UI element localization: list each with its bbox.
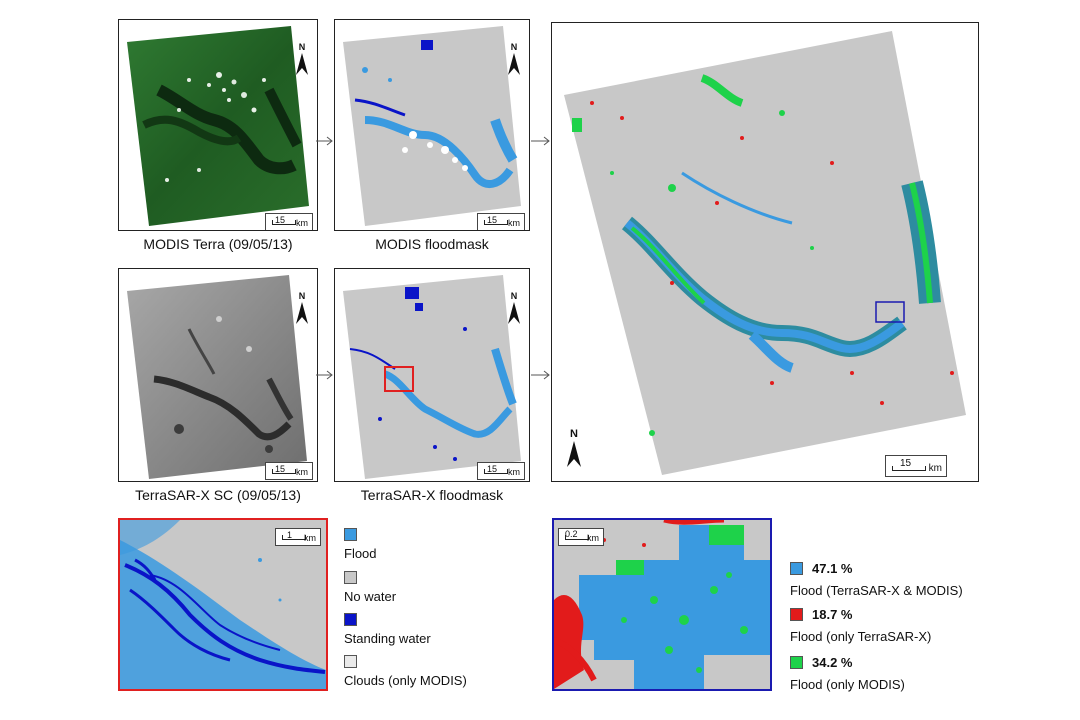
legend-swatch xyxy=(344,571,357,584)
north-arrow: N xyxy=(503,291,525,324)
scale-bar: 15 km xyxy=(477,462,525,480)
scale-bar: 0.2 km xyxy=(558,528,604,546)
scale-bar-line xyxy=(272,469,296,474)
arrow-right-icon xyxy=(531,370,550,380)
scale-bar-line xyxy=(892,466,926,471)
scale-bar-line xyxy=(484,220,508,225)
zoom-inset-red-map xyxy=(120,520,326,689)
zoom-inset-blue-map xyxy=(554,520,770,689)
scale-bar: 15 km xyxy=(477,213,525,230)
caption-modis-floodmask: MODIS floodmask xyxy=(375,236,489,252)
north-arrow-icon xyxy=(508,53,520,75)
north-arrow: N xyxy=(291,42,313,75)
zoom-highlight-red xyxy=(384,366,414,392)
north-arrow-icon xyxy=(508,302,520,324)
legend-swatch xyxy=(344,528,357,541)
caption-modis-terra: MODIS Terra (09/05/13) xyxy=(143,236,293,252)
scale-bar-line xyxy=(565,535,589,540)
arrow-right-icon xyxy=(531,136,550,146)
legend-swatch xyxy=(344,613,357,626)
modis-floodmask-panel: N 15 km xyxy=(334,19,530,231)
scale-bar: 1 km xyxy=(275,528,321,546)
legend-swatch xyxy=(790,656,803,669)
tsx-sc-image xyxy=(127,275,307,479)
arrow-right-icon xyxy=(316,370,333,380)
north-arrow-icon xyxy=(567,441,581,467)
scale-bar-line xyxy=(272,220,296,225)
modis-terra-image xyxy=(127,26,309,226)
scale-bar: 15 km xyxy=(885,455,947,477)
tsx-sc-panel: N 15 km xyxy=(118,268,318,482)
scale-bar-line xyxy=(282,535,306,540)
modis-terra-panel: N 15 km xyxy=(118,19,318,231)
north-arrow-icon xyxy=(296,53,308,75)
zoom-highlight-blue xyxy=(875,301,905,323)
arrow-right-icon xyxy=(316,136,333,146)
scale-bar-line xyxy=(484,469,508,474)
zoom-inset-blue: 0.2 km xyxy=(552,518,772,691)
scale-bar: 15 km xyxy=(265,213,313,230)
north-arrow: N xyxy=(503,42,525,75)
legend-swatch xyxy=(344,655,357,668)
tsx-floodmask-panel: N 15 km xyxy=(334,268,530,482)
modis-floodmask-map xyxy=(343,26,521,226)
zoom-inset-red: 1 km xyxy=(118,518,328,691)
caption-tsx-sc: TerraSAR-X SC (09/05/13) xyxy=(135,487,301,503)
tsx-floodmask-map xyxy=(343,275,521,479)
caption-tsx-floodmask: TerraSAR-X floodmask xyxy=(360,487,504,503)
legend-swatch xyxy=(790,562,803,575)
comparison-map-panel: N 15 km xyxy=(551,22,979,482)
comparison-map xyxy=(564,31,966,475)
north-arrow: N xyxy=(562,428,586,467)
north-arrow: N xyxy=(291,291,313,324)
legend-swatch xyxy=(790,608,803,621)
scale-bar: 15 km xyxy=(265,462,313,480)
north-arrow-icon xyxy=(296,302,308,324)
